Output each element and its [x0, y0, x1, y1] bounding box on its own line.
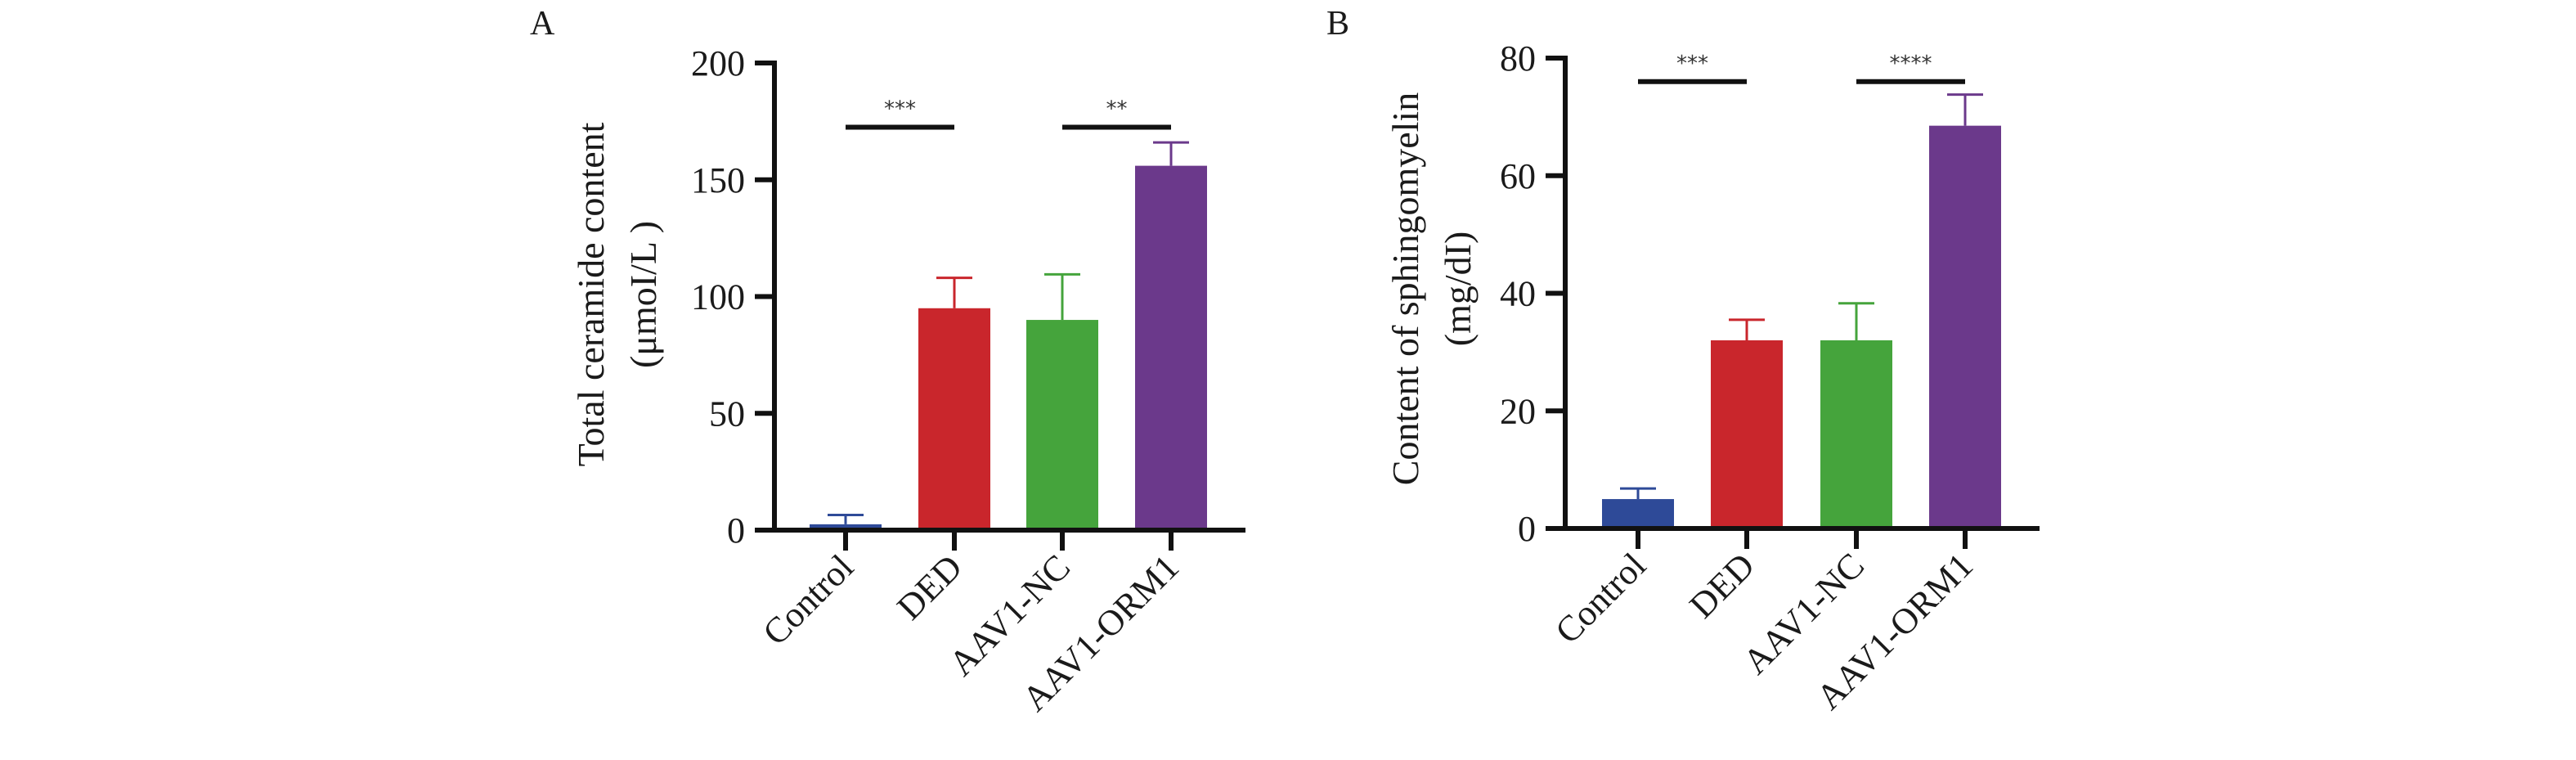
significance-label: ****	[1890, 52, 1932, 76]
bar-control	[1602, 499, 1674, 528]
bar-aav1-orm1	[1929, 125, 2001, 528]
y-tick-label: 100	[691, 277, 745, 317]
bar-ded	[918, 308, 990, 530]
y-axis-title-line2: (μmoI/L )	[622, 221, 664, 368]
x-tick-label: Control	[755, 546, 861, 653]
y-tick-label: 40	[1500, 274, 1536, 314]
bar-aav1-nc	[1820, 340, 1892, 528]
significance-label: ***	[884, 97, 916, 122]
y-axis-title-line2: (mg/dI)	[1437, 232, 1479, 347]
y-tick-label: 50	[709, 393, 745, 434]
significance-label: ***	[1676, 52, 1708, 76]
y-tick-label: 60	[1500, 156, 1536, 196]
x-tick-label: DED	[1681, 545, 1762, 626]
y-tick-label: 0	[727, 510, 745, 551]
y-tick-label: 0	[1518, 509, 1536, 549]
y-tick-label: 150	[691, 160, 745, 200]
bar-aav1-orm1	[1135, 165, 1207, 530]
y-tick-label: 200	[691, 43, 745, 83]
significance-label: **	[1106, 97, 1128, 122]
y-tick-label: 80	[1500, 38, 1536, 79]
bar-ded	[1711, 340, 1783, 528]
panel-a: A Total ceramide content (μmoI/L ) 0 50 10…	[530, 5, 1245, 719]
panel-letter: B	[1326, 5, 1349, 43]
panel-b: B Content of sphingomyelin (mg/dI) 0 20 40…	[1326, 5, 2040, 717]
y-axis-title-line1: Total ceramide content	[570, 122, 612, 466]
bar-control	[810, 524, 882, 530]
bar-aav1-nc	[1026, 320, 1098, 530]
y-tick-label: 20	[1500, 391, 1536, 431]
x-tick-label: Control	[1547, 545, 1654, 651]
panel-letter: A	[530, 5, 555, 43]
x-tick-label: DED	[889, 546, 970, 627]
y-axis-title-line1: Content of sphingomyelin	[1384, 92, 1426, 485]
